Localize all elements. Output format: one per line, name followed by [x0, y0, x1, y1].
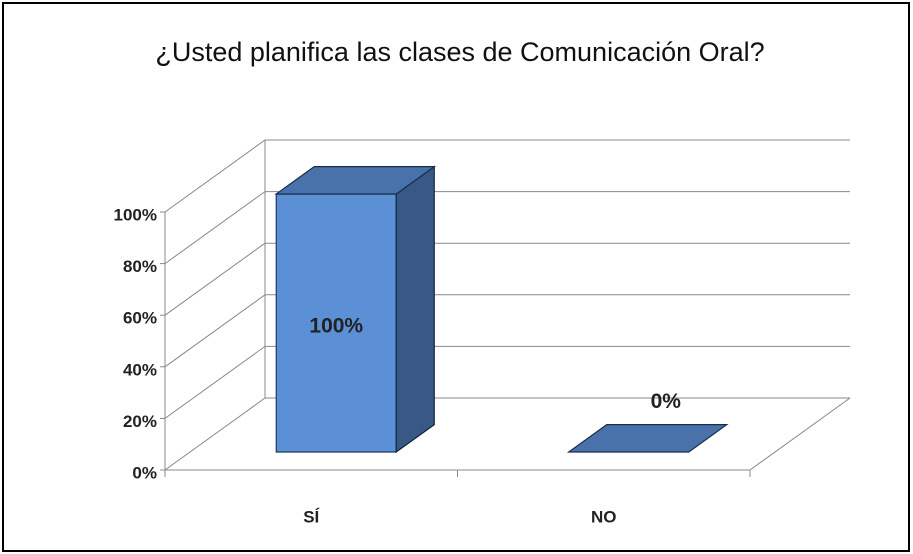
grid-line: [164, 345, 266, 419]
grid-line: [164, 397, 266, 471]
grid-line: [164, 242, 266, 316]
y-tick-label: 60%: [123, 309, 157, 328]
data-label: 100%: [309, 315, 363, 338]
chart-title: ¿Usted planifica las clases de Comunicac…: [155, 37, 765, 67]
x-tick-label: NO: [591, 507, 617, 526]
grid-line: [164, 191, 266, 265]
x-tick-label: SÍ: [303, 507, 320, 526]
grid-line: [164, 294, 266, 368]
y-tick-label: 100%: [114, 205, 157, 224]
y-tick-label: 80%: [123, 257, 157, 276]
y-tick-label: 20%: [123, 412, 157, 431]
grid-line: [164, 139, 266, 213]
bar: [274, 165, 437, 454]
bar-side: [395, 165, 435, 454]
bar: [566, 424, 729, 453]
y-tick-label: 40%: [123, 360, 157, 379]
bar-top: [566, 424, 729, 453]
data-label: 0%: [651, 390, 682, 413]
bar-top: [274, 166, 437, 195]
y-tick-label: 0%: [132, 463, 157, 482]
floor-edge: [749, 397, 851, 471]
